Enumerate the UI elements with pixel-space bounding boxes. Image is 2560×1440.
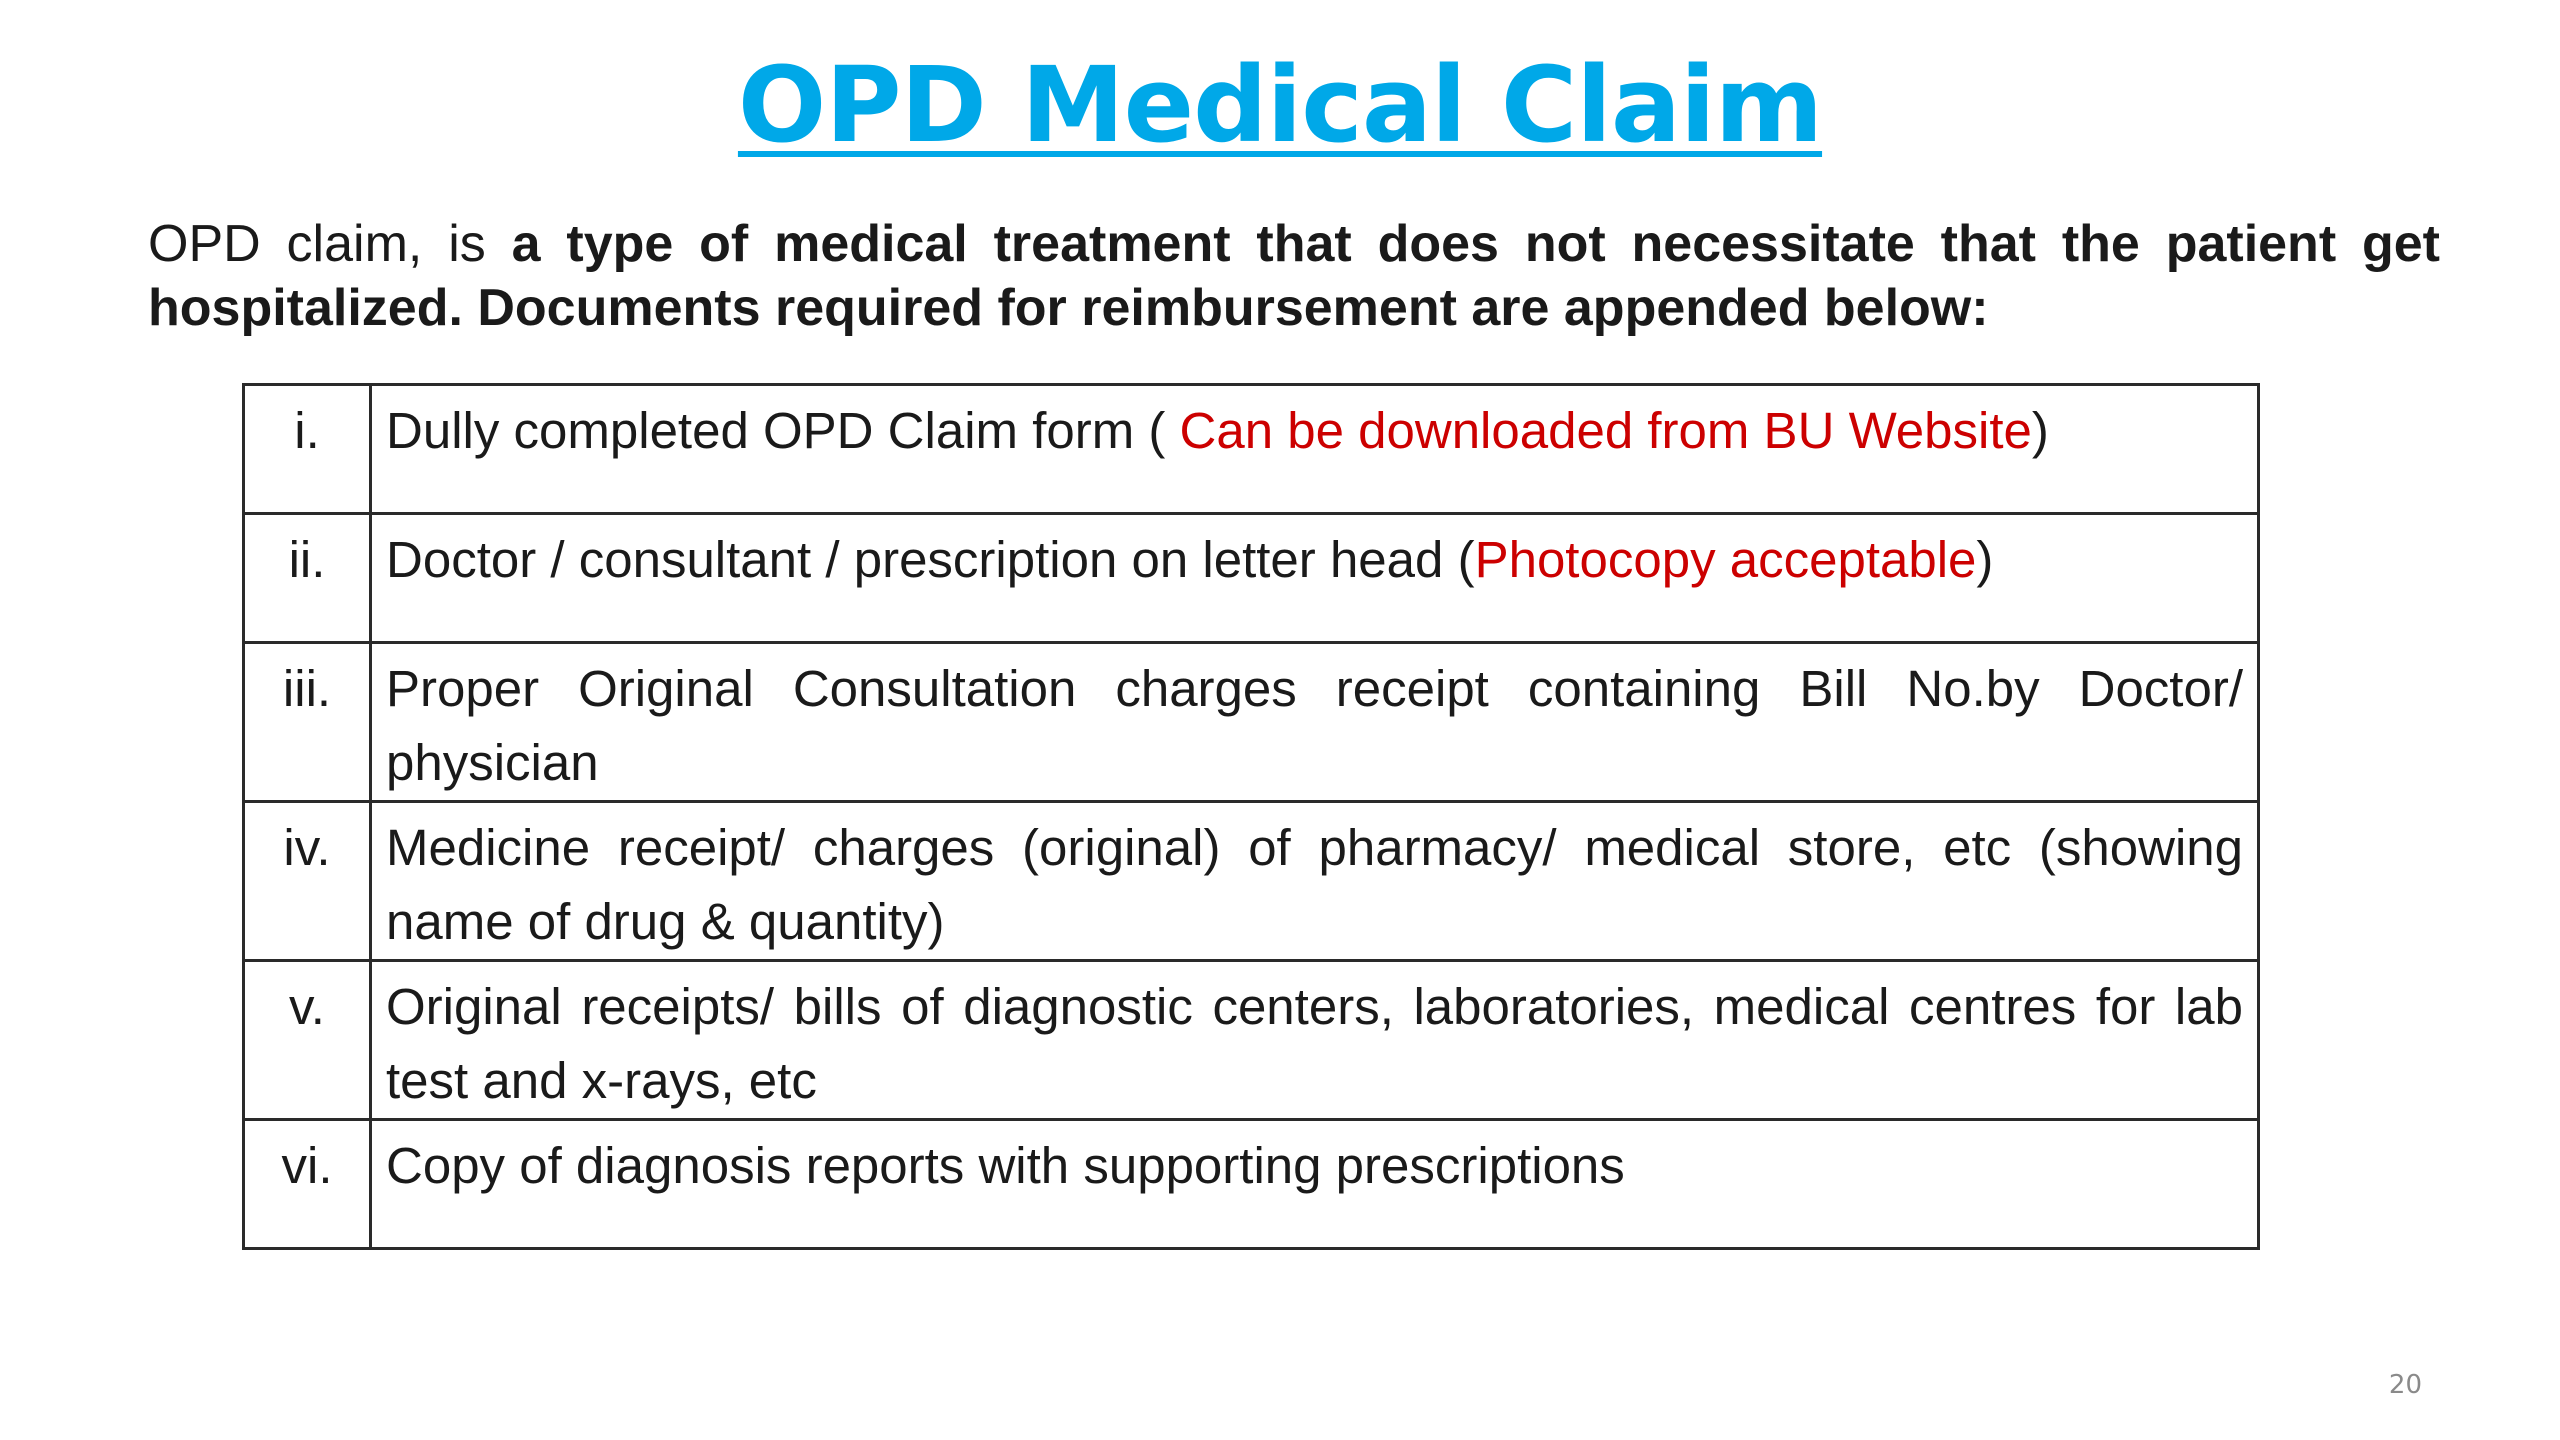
slide-title-text: OPD Medical Claim <box>737 44 1823 166</box>
intro-paragraph: OPD claim, is a type of medical treatmen… <box>148 212 2440 340</box>
row-text: Medicine receipt/ charges (original) of … <box>369 800 2260 962</box>
row-note: Photocopy acceptable <box>1474 531 1977 588</box>
row-number: v. <box>242 959 372 1121</box>
row-number: iii. <box>242 641 372 803</box>
row-suffix: ) <box>1976 531 1994 588</box>
row-text: Doctor / consultant / prescription on le… <box>369 512 2260 644</box>
row-text: Original receipts/ bills of diagnostic c… <box>369 959 2260 1121</box>
row-text: Copy of diagnosis reports with supportin… <box>369 1118 2260 1250</box>
table-row: vi. Copy of diagnosis reports with suppo… <box>242 1118 2260 1250</box>
page-number: 20 <box>2388 1370 2422 1400</box>
table-row: v. Original receipts/ bills of diagnosti… <box>242 959 2260 1121</box>
table-row: ii. Doctor / consultant / prescription o… <box>242 512 2260 644</box>
documents-table: i. Dully completed OPD Claim form ( Can … <box>242 383 2260 1250</box>
table-row: i. Dully completed OPD Claim form ( Can … <box>242 383 2260 515</box>
row-number: iv. <box>242 800 372 962</box>
row-suffix: ) <box>2031 402 2049 459</box>
row-text: Dully completed OPD Claim form ( Can be … <box>369 383 2260 515</box>
row-text: Proper Original Consultation charges rec… <box>369 641 2260 803</box>
row-note: Can be downloaded from BU Website <box>1179 402 2032 459</box>
table-row: iii. Proper Original Consultation charge… <box>242 641 2260 803</box>
row-number: ii. <box>242 512 372 644</box>
row-text-main: Doctor / consultant / prescription on le… <box>386 531 1475 588</box>
row-text-main: Dully completed OPD Claim form ( <box>386 402 1180 459</box>
row-number: i. <box>242 383 372 515</box>
intro-lead: OPD claim, is <box>148 215 512 273</box>
row-number: vi. <box>242 1118 372 1250</box>
slide-title: OPD Medical Claim <box>0 44 2560 166</box>
table-row: iv. Medicine receipt/ charges (original)… <box>242 800 2260 962</box>
intro-bold-text: a type of medical treatment that does no… <box>148 215 2440 337</box>
